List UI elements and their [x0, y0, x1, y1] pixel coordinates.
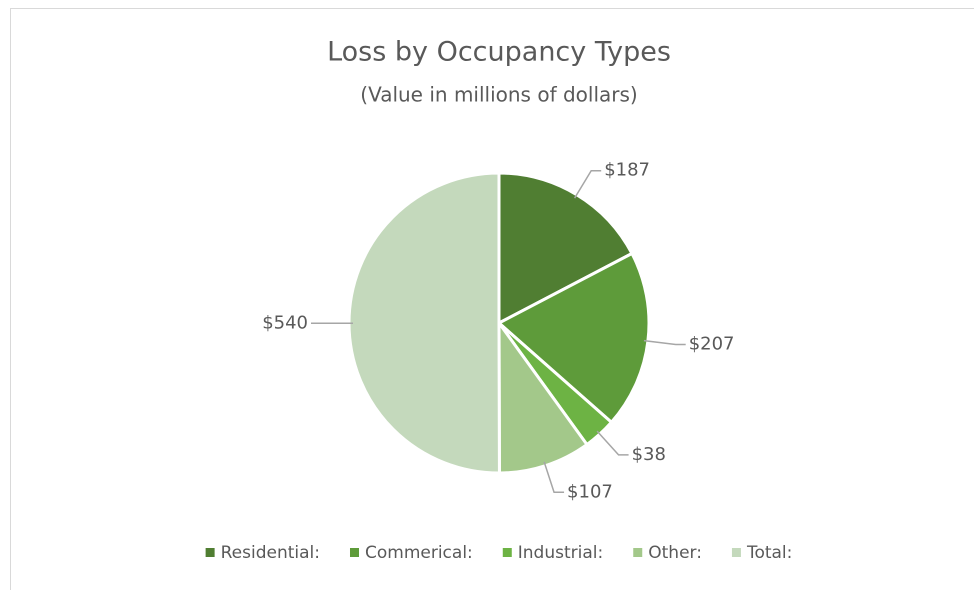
data-label: $207 — [689, 333, 735, 354]
legend-swatch — [633, 548, 643, 557]
legend-swatch — [502, 548, 512, 557]
data-label: $540 — [262, 312, 308, 333]
leader-line — [643, 339, 686, 346]
chart-title: Loss by Occupancy Types — [327, 37, 671, 68]
legend-label: Residential: — [221, 543, 320, 563]
data-label: $38 — [632, 444, 666, 465]
data-label: $107 — [567, 481, 613, 502]
legend-swatch — [731, 548, 741, 557]
data-label: $187 — [604, 160, 650, 181]
legend-label: Other: — [648, 543, 702, 563]
legend-label: Commerical: — [365, 543, 473, 563]
leader-line — [543, 461, 565, 494]
chart-subtitle: (Value in millions of dollars) — [360, 83, 637, 107]
legend-label: Total: — [746, 543, 792, 563]
legend-label: Industrial: — [518, 543, 603, 563]
legend-swatch — [349, 548, 359, 557]
leader-line — [573, 169, 602, 199]
leader-line — [596, 430, 629, 456]
legend-swatch — [205, 548, 215, 557]
legend: Residential: Commerical: Industrial: Other:… — [205, 543, 792, 563]
